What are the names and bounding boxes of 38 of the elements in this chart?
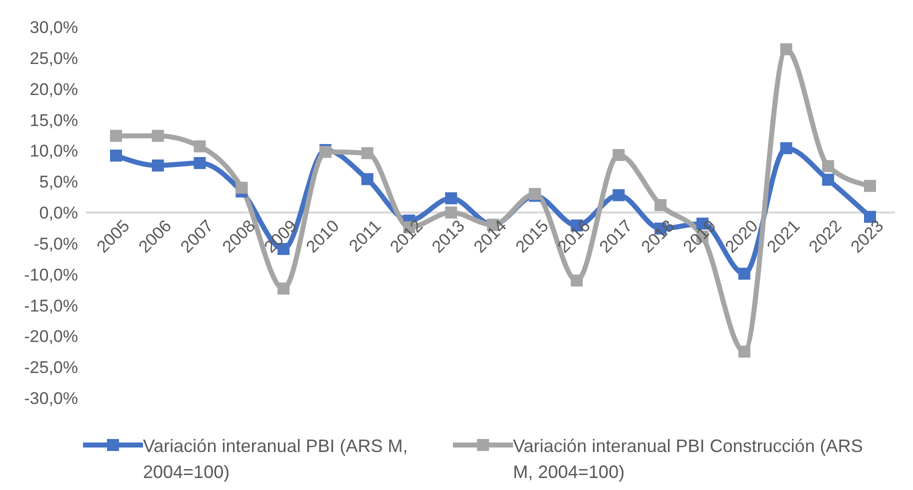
y-tick-label: 25,0%: [30, 48, 78, 68]
y-tick-label: -10,0%: [24, 265, 78, 284]
point: [278, 282, 290, 295]
point: [738, 268, 750, 280]
y-tick-label: -15,0%: [24, 296, 78, 316]
point: [612, 148, 625, 161]
point: [194, 140, 206, 152]
point: [361, 147, 374, 160]
point: [822, 174, 834, 186]
point: [361, 173, 374, 186]
y-tick-label: 10,0%: [30, 142, 78, 161]
point: [570, 274, 583, 287]
y-tick-label: 30,0%: [30, 18, 78, 38]
y-tick-label: 5,0%: [39, 172, 78, 192]
y-tick-label: -25,0%: [24, 358, 78, 378]
point: [445, 192, 458, 204]
point: [654, 199, 667, 212]
y-tick-label: -30,0%: [24, 389, 78, 408]
y-tick-label: -5,0%: [34, 234, 78, 254]
point: [612, 189, 625, 202]
y-tick-label: 15,0%: [30, 110, 78, 130]
point: [152, 160, 164, 172]
y-tick-label: -20,0%: [24, 327, 78, 346]
point: [780, 43, 792, 56]
point: [822, 160, 834, 172]
point: [194, 157, 206, 170]
legend-label: Variación interanual PBI (ARS M, 2004=100): [143, 435, 409, 484]
point: [780, 142, 792, 154]
point: [738, 346, 750, 358]
point: [445, 206, 458, 218]
y-tick-label: 20,0%: [30, 80, 78, 99]
y-tick-label: 0,0%: [39, 204, 78, 223]
point: [152, 130, 164, 142]
legend-label: Variación interanual PBI Construcción (ARS M, 2004=100): [513, 435, 864, 484]
point: [110, 130, 122, 142]
point: [864, 180, 876, 192]
point: [110, 150, 122, 162]
point: [236, 182, 248, 194]
